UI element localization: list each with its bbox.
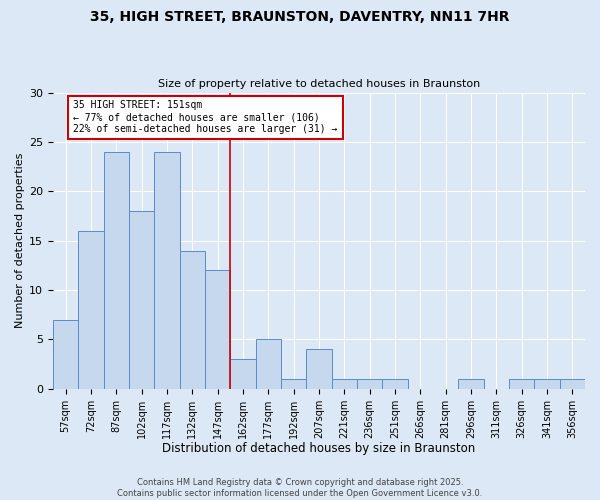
Bar — [332, 379, 357, 388]
Bar — [205, 270, 230, 388]
Bar — [281, 379, 307, 388]
Text: Contains HM Land Registry data © Crown copyright and database right 2025.
Contai: Contains HM Land Registry data © Crown c… — [118, 478, 482, 498]
Bar — [307, 349, 332, 389]
Title: Size of property relative to detached houses in Braunston: Size of property relative to detached ho… — [158, 79, 480, 89]
Text: 35, HIGH STREET, BRAUNSTON, DAVENTRY, NN11 7HR: 35, HIGH STREET, BRAUNSTON, DAVENTRY, NN… — [90, 10, 510, 24]
Bar — [53, 320, 79, 388]
Bar — [382, 379, 407, 388]
Bar — [129, 211, 154, 388]
Bar — [79, 231, 104, 388]
Bar — [230, 359, 256, 388]
Bar — [104, 152, 129, 388]
Bar — [458, 379, 484, 388]
Bar — [179, 250, 205, 388]
Y-axis label: Number of detached properties: Number of detached properties — [15, 153, 25, 328]
Bar — [509, 379, 535, 388]
Bar — [154, 152, 179, 388]
Bar — [357, 379, 382, 388]
Bar — [256, 340, 281, 388]
Text: 35 HIGH STREET: 151sqm
← 77% of detached houses are smaller (106)
22% of semi-de: 35 HIGH STREET: 151sqm ← 77% of detached… — [73, 100, 338, 134]
X-axis label: Distribution of detached houses by size in Braunston: Distribution of detached houses by size … — [163, 442, 476, 455]
Bar — [535, 379, 560, 388]
Bar — [560, 379, 585, 388]
